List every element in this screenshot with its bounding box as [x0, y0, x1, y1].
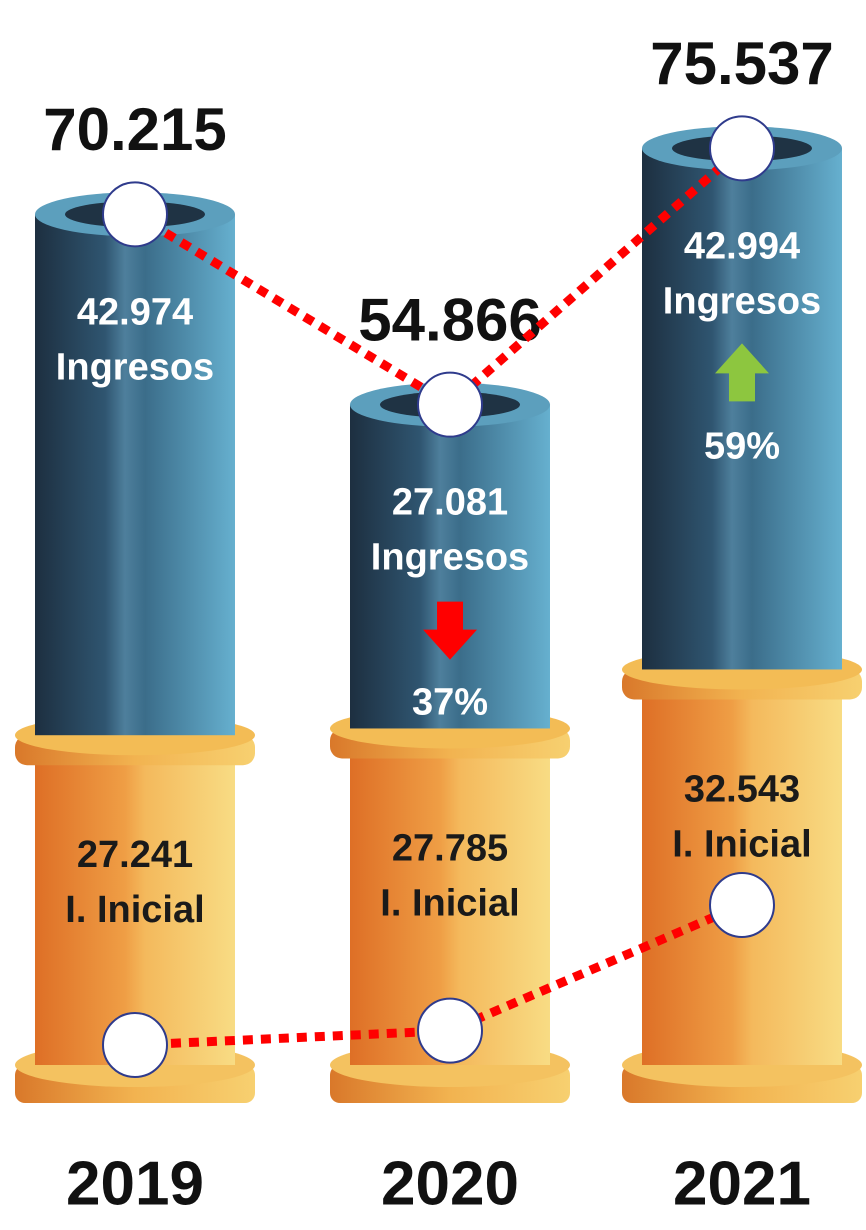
segment-name: Ingresos [371, 537, 529, 579]
change-arrow [715, 343, 769, 402]
initial-marker [709, 872, 775, 938]
total-marker [102, 181, 168, 248]
segment-value: 27.785 [392, 827, 508, 869]
change-label: 37% [412, 682, 488, 724]
segment-name: I. Inicial [380, 882, 519, 924]
change-arrow [423, 601, 477, 660]
total-label: 70.215 [43, 96, 227, 163]
segment-value: 42.974 [77, 291, 193, 333]
segment-name: I. Inicial [672, 823, 811, 865]
total-label: 54.866 [358, 287, 542, 354]
segment [350, 404, 550, 729]
segment-name: Ingresos [663, 280, 821, 322]
initial-marker [102, 1012, 168, 1078]
segment [642, 148, 842, 670]
segment-name: I. Inicial [65, 889, 204, 931]
segment-value: 32.543 [684, 768, 800, 810]
total-marker [709, 115, 775, 182]
segment-name: Ingresos [56, 346, 214, 388]
total-label: 75.537 [650, 30, 834, 97]
change-label: 59% [704, 425, 780, 467]
segment-value: 27.241 [77, 834, 193, 876]
category-label: 2021 [673, 1149, 811, 1218]
category-label: 2020 [381, 1149, 519, 1218]
total-marker [417, 371, 483, 438]
initial-marker [417, 997, 483, 1064]
segment-value: 27.081 [392, 482, 508, 524]
segment [35, 214, 235, 736]
segment-value: 42.994 [684, 225, 800, 267]
category-label: 2019 [66, 1149, 204, 1218]
